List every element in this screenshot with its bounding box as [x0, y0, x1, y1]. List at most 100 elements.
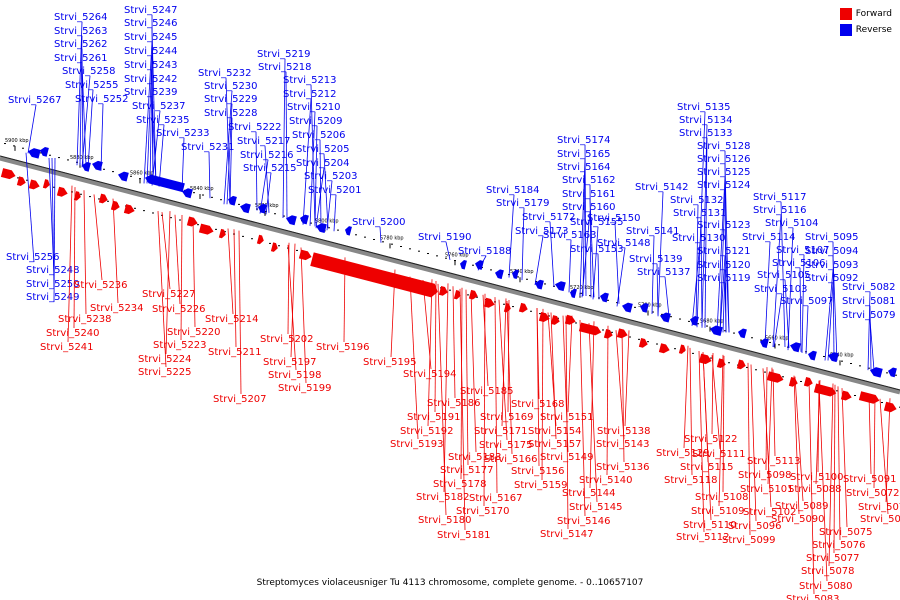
forward-gene-label: Strvi_5090 — [771, 514, 825, 525]
label-leader-line — [801, 254, 805, 353]
forward-gene-label: Strvi_5122 — [684, 434, 738, 445]
label-leader-line — [112, 198, 119, 304]
label-leader-line — [664, 276, 670, 317]
forward-gene — [858, 391, 880, 404]
reverse-gene-label: Strvi_5132 — [670, 195, 724, 206]
forward-gene-label: Strvi_5238 — [58, 314, 112, 325]
forward-gene-label: Strvi_5241 — [40, 342, 94, 353]
reverse-gene-label: Strvi_5217 — [237, 136, 291, 147]
label-leader-line — [223, 90, 233, 205]
forward-gene — [813, 383, 837, 397]
gene-shape — [298, 249, 312, 261]
ruler-dot — [179, 219, 181, 221]
ruler-dot — [535, 281, 537, 283]
ruler-dot — [26, 179, 28, 181]
label-leader-line — [683, 345, 689, 449]
label-leader-line — [579, 158, 586, 297]
gene-shape — [555, 281, 566, 292]
reverse-gene-label: Strvi_5116 — [753, 205, 807, 216]
ruler-dot — [751, 337, 753, 339]
label-leader-line — [868, 394, 872, 475]
forward-gene-label: Strvi_5091 — [843, 474, 897, 485]
label-leader-line — [459, 288, 466, 531]
reverse-gene-label: Strvi_5106 — [772, 258, 826, 269]
ruler-dot — [688, 320, 690, 322]
label-leader-line — [701, 124, 708, 328]
forward-gene-label: Strvi_5111 — [692, 449, 746, 460]
gene-shape — [256, 234, 264, 245]
reverse-gene-label: Strvi_5263 — [54, 26, 108, 37]
ruler-dot — [472, 264, 474, 266]
label-leader-line — [73, 187, 76, 329]
label-leader-line — [582, 171, 586, 297]
ruler-dot — [152, 212, 154, 214]
forward-gene-label: Strvi_5089 — [775, 501, 829, 512]
ruler-dot — [391, 243, 393, 245]
reverse-gene-label: Strvi_5255 — [65, 80, 119, 91]
ruler-dot — [242, 235, 244, 237]
ruler-dot — [760, 339, 762, 341]
reverse-gene-label: Strvi_5093 — [805, 260, 859, 271]
reverse-gene-label: Strvi_5256 — [6, 252, 60, 263]
reverse-gene-label: Strvi_5130 — [672, 233, 726, 244]
reverse-gene-label: Strvi_5252 — [75, 94, 129, 105]
label-leader-line — [536, 308, 540, 467]
label-leader-line — [282, 58, 286, 219]
ruler-dot — [89, 196, 91, 198]
gene-shape — [118, 171, 129, 182]
ruler-dot — [454, 260, 456, 262]
reverse-gene-label: Strvi_5230 — [204, 81, 258, 92]
gene-shape — [790, 342, 801, 353]
reverse-gene-label: Strvi_5204 — [296, 158, 350, 169]
forward-gene-label: Strvi_5156 — [511, 466, 565, 477]
forward-gene-label: Strvi_5076 — [812, 540, 866, 551]
label-leader-line — [25, 152, 35, 263]
forward-gene — [0, 168, 16, 180]
gene-shape — [858, 391, 880, 404]
label-leader-line — [323, 153, 329, 229]
forward-gene — [616, 328, 628, 339]
chromosome-backbone-edge — [0, 155, 900, 391]
reverse-gene-label: Strvi_5213 — [283, 75, 337, 86]
label-leader-line — [624, 330, 630, 427]
reverse-gene-label: Strvi_5163 — [543, 230, 597, 241]
reverse-gene-label: Strvi_5232 — [198, 68, 252, 79]
label-leader-line — [427, 279, 433, 427]
forward-gene — [638, 338, 648, 348]
label-leader-line — [390, 269, 396, 358]
forward-gene-label: Strvi_5170 — [456, 506, 510, 517]
ruler-dot — [436, 255, 438, 257]
forward-gene — [298, 249, 312, 261]
ruler-dot — [634, 306, 636, 308]
label-leader-line — [460, 287, 463, 480]
forward-gene-label: Strvi_5167 — [469, 493, 523, 504]
label-leader-line — [53, 157, 56, 303]
forward-gene-label: Strvi_5196 — [316, 342, 370, 353]
reverse-gene-label: Strvi_5135 — [677, 102, 731, 113]
forward-gene-label: Strvi_5193 — [390, 439, 444, 450]
legend-label-forward: Forward — [855, 9, 892, 19]
reverse-gene-label: Strvi_5137 — [637, 267, 691, 278]
forward-gene-label: Strvi_5202 — [260, 334, 314, 345]
ruler-dot — [544, 283, 546, 285]
reverse-gene-label: Strvi_5264 — [54, 12, 108, 23]
label-leader-line — [837, 386, 841, 541]
label-leader-line — [702, 352, 712, 521]
gene-shape — [760, 338, 769, 348]
ruler-dot — [220, 199, 222, 201]
forward-gene — [678, 344, 686, 354]
ruler-tick-label: 5860 kbp — [130, 170, 154, 176]
reverse-gene-label: Strvi_5250 — [26, 279, 80, 290]
label-leader-line — [550, 312, 557, 440]
forward-gene-label: Strvi_5074 — [860, 514, 900, 525]
ruler-dot — [251, 238, 253, 240]
label-leader-line — [319, 139, 322, 228]
ruler-tick-label: 5760 kbp — [445, 252, 469, 258]
ruler-dot — [841, 360, 843, 362]
forward-gene — [16, 176, 26, 187]
reverse-gene — [300, 214, 309, 225]
forward-gene — [503, 302, 511, 313]
ruler-dot — [886, 372, 888, 374]
forward-gene-label: Strvi_5223 — [153, 340, 207, 351]
forward-gene-label: Strvi_5102 — [743, 507, 797, 518]
